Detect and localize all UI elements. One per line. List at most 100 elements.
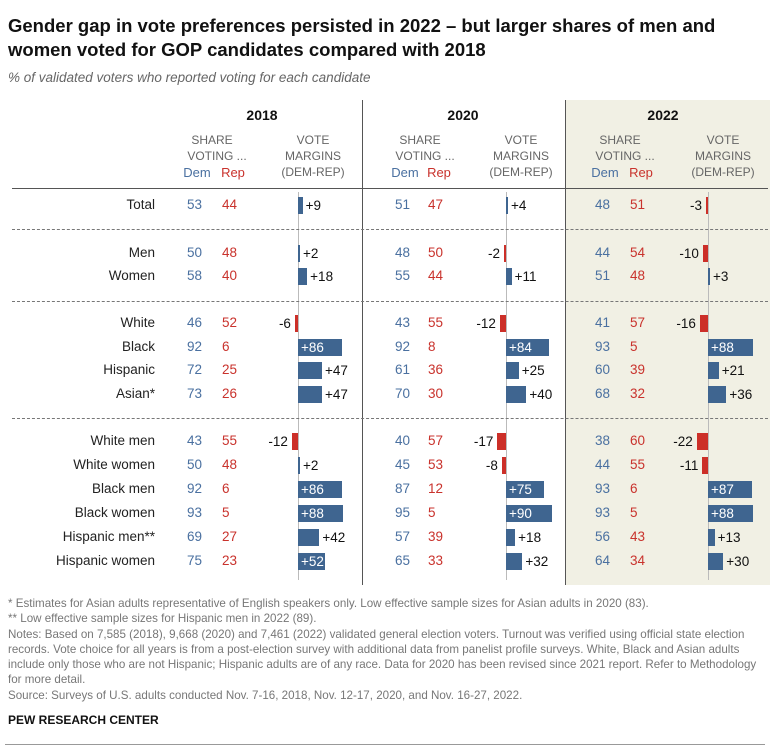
margin-label: -16 bbox=[676, 315, 696, 331]
row-label: White men bbox=[90, 433, 155, 448]
margin-label: +86 bbox=[301, 481, 324, 497]
rep-share: 32 bbox=[630, 386, 646, 401]
dem-share: 50 bbox=[187, 245, 203, 260]
rep-share: 47 bbox=[428, 197, 444, 212]
rep-share: 44 bbox=[222, 197, 238, 212]
rep-share: 33 bbox=[428, 553, 444, 568]
row-label: Hispanic women bbox=[55, 553, 155, 568]
year-header: 2022 bbox=[647, 107, 679, 123]
rep-share: 30 bbox=[428, 386, 444, 401]
dem-share: 55 bbox=[395, 268, 411, 283]
column-divider bbox=[362, 100, 363, 585]
row-label: Black bbox=[121, 339, 155, 354]
dem-share: 56 bbox=[595, 529, 611, 544]
margin-label: +84 bbox=[509, 339, 532, 355]
margin-bar bbox=[298, 456, 300, 474]
margin-label: +9 bbox=[305, 197, 321, 213]
margin-label: -17 bbox=[473, 433, 494, 449]
margin-bar bbox=[497, 432, 506, 450]
rep-share: 55 bbox=[630, 457, 646, 472]
source: Source: Surveys of U.S. adults conducted… bbox=[8, 688, 523, 702]
rep-share: 39 bbox=[428, 529, 444, 544]
footnote: ** Low effective sample sizes for Hispan… bbox=[8, 612, 317, 626]
rep-share: 57 bbox=[428, 433, 444, 448]
margin-label: +42 bbox=[322, 529, 346, 545]
margin-label: +21 bbox=[721, 362, 745, 378]
margin-label: +13 bbox=[717, 529, 741, 545]
chart-subtitle: % of validated voters who reported votin… bbox=[8, 70, 371, 85]
dem-share: 43 bbox=[395, 315, 411, 330]
dem-share: 68 bbox=[595, 386, 611, 401]
margin-bar bbox=[708, 338, 753, 356]
rep-share: 23 bbox=[222, 553, 238, 568]
share-header-line2: VOTING ... bbox=[187, 149, 247, 163]
margin-label: +75 bbox=[509, 481, 532, 497]
margin-label: +88 bbox=[301, 505, 324, 521]
margin-label: +11 bbox=[514, 268, 537, 284]
rep-share: 48 bbox=[222, 457, 238, 472]
margin-bar bbox=[708, 361, 719, 379]
margin-bar bbox=[708, 267, 710, 285]
dem-share: 43 bbox=[187, 433, 203, 448]
dem-share: 65 bbox=[395, 553, 411, 568]
dem-share: 51 bbox=[395, 197, 411, 212]
margin-bar bbox=[298, 504, 343, 522]
margin-label: -6 bbox=[278, 315, 291, 331]
rep-share: 39 bbox=[630, 362, 646, 377]
dem-share: 92 bbox=[395, 339, 411, 354]
margin-label: +2 bbox=[303, 457, 319, 473]
footnote: * Estimates for Asian adults representat… bbox=[8, 597, 649, 610]
dem-share: 93 bbox=[595, 481, 611, 496]
margin-bar bbox=[699, 314, 708, 332]
margin-label: +32 bbox=[525, 553, 549, 569]
brand-logo-text: PEW RESEARCH CENTER bbox=[8, 713, 159, 727]
margin-label: -8 bbox=[485, 457, 498, 473]
margin-label: +40 bbox=[529, 386, 553, 402]
dem-share: 70 bbox=[395, 386, 411, 401]
dem-header: Dem bbox=[183, 165, 211, 180]
row-label: Men bbox=[128, 245, 155, 260]
margin-label: +25 bbox=[521, 362, 545, 378]
dem-share: 40 bbox=[395, 433, 411, 448]
dem-share: 44 bbox=[595, 457, 611, 472]
rep-share: 26 bbox=[222, 386, 238, 401]
dem-share: 58 bbox=[187, 268, 203, 283]
margin-bar bbox=[504, 244, 506, 262]
row-label: Asian* bbox=[115, 386, 155, 401]
row-label: White women bbox=[73, 457, 155, 472]
margin-bar bbox=[499, 314, 506, 332]
margin-bar bbox=[298, 196, 303, 214]
margin-bar bbox=[708, 385, 727, 403]
row-label: White bbox=[120, 315, 155, 330]
margin-header-line3: (DEM-REP) bbox=[691, 165, 755, 179]
rep-header: Rep bbox=[221, 165, 245, 180]
rep-share: 55 bbox=[428, 315, 444, 330]
column-divider bbox=[565, 100, 566, 585]
rep-share: 51 bbox=[630, 197, 646, 212]
dem-share: 51 bbox=[595, 268, 611, 283]
rep-share: 6 bbox=[222, 481, 230, 496]
rep-share: 40 bbox=[222, 268, 238, 283]
margin-header-line1: VOTE bbox=[296, 133, 330, 147]
margin-label: +52 bbox=[301, 553, 324, 569]
group-divider bbox=[12, 301, 768, 302]
rep-share: 25 bbox=[222, 362, 238, 377]
margin-label: +90 bbox=[509, 505, 532, 521]
margin-label: +3 bbox=[713, 268, 729, 284]
margin-bar bbox=[506, 528, 516, 546]
dem-share: 53 bbox=[187, 197, 203, 212]
row-label: Total bbox=[126, 197, 155, 212]
margin-label: +18 bbox=[518, 529, 542, 545]
group-divider bbox=[12, 418, 768, 419]
dem-share: 92 bbox=[187, 481, 203, 496]
dem-share: 45 bbox=[395, 457, 411, 472]
row-label: Black women bbox=[74, 505, 155, 520]
margin-label: +4 bbox=[511, 197, 527, 213]
rep-share: 53 bbox=[428, 457, 444, 472]
bottom-rule bbox=[5, 744, 765, 745]
share-header-line2: VOTING ... bbox=[595, 149, 655, 163]
dem-share: 95 bbox=[395, 505, 411, 520]
row-label: Black men bbox=[91, 481, 155, 496]
margin-bar bbox=[298, 552, 325, 570]
margin-header-line2: MARGINS bbox=[694, 149, 751, 163]
